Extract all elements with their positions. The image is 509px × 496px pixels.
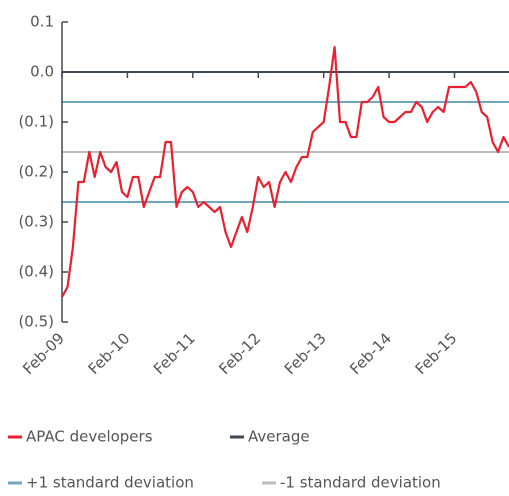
- y-tick-label: (0.2): [18, 163, 54, 181]
- legend-label: -1 standard deviation: [280, 474, 441, 492]
- x-tick-label: Feb-13: [281, 329, 330, 378]
- data-line: [61, 45, 509, 298]
- y-tick-label: (0.4): [18, 263, 54, 281]
- legend-label: Average: [248, 428, 310, 446]
- legend-label: +1 standard deviation: [26, 474, 194, 492]
- y-tick-label: 0.0: [30, 63, 54, 81]
- x-tick-label: Feb-14: [346, 329, 395, 378]
- y-tick-label: (0.5): [18, 313, 54, 331]
- x-tick-label: Feb-12: [215, 329, 264, 378]
- y-tick-label: 0.1: [30, 13, 54, 31]
- x-tick-label: Feb-09: [19, 329, 68, 378]
- x-tick-label: Feb-10: [85, 329, 134, 378]
- legend-label: APAC developers: [26, 428, 153, 446]
- y-tick-label: (0.1): [18, 113, 54, 131]
- x-tick-label: Feb-15: [412, 329, 461, 378]
- x-tick-label: Feb-11: [150, 329, 199, 378]
- y-tick-label: (0.3): [18, 213, 54, 231]
